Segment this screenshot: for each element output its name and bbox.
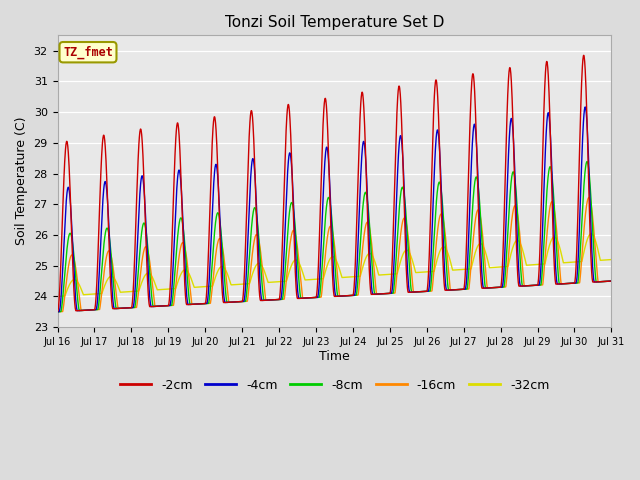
X-axis label: Time: Time [319,349,350,363]
Title: Tonzi Soil Temperature Set D: Tonzi Soil Temperature Set D [225,15,444,30]
Legend: -2cm, -4cm, -8cm, -16cm, -32cm: -2cm, -4cm, -8cm, -16cm, -32cm [115,374,554,397]
Text: TZ_fmet: TZ_fmet [63,46,113,59]
Y-axis label: Soil Temperature (C): Soil Temperature (C) [15,117,28,245]
